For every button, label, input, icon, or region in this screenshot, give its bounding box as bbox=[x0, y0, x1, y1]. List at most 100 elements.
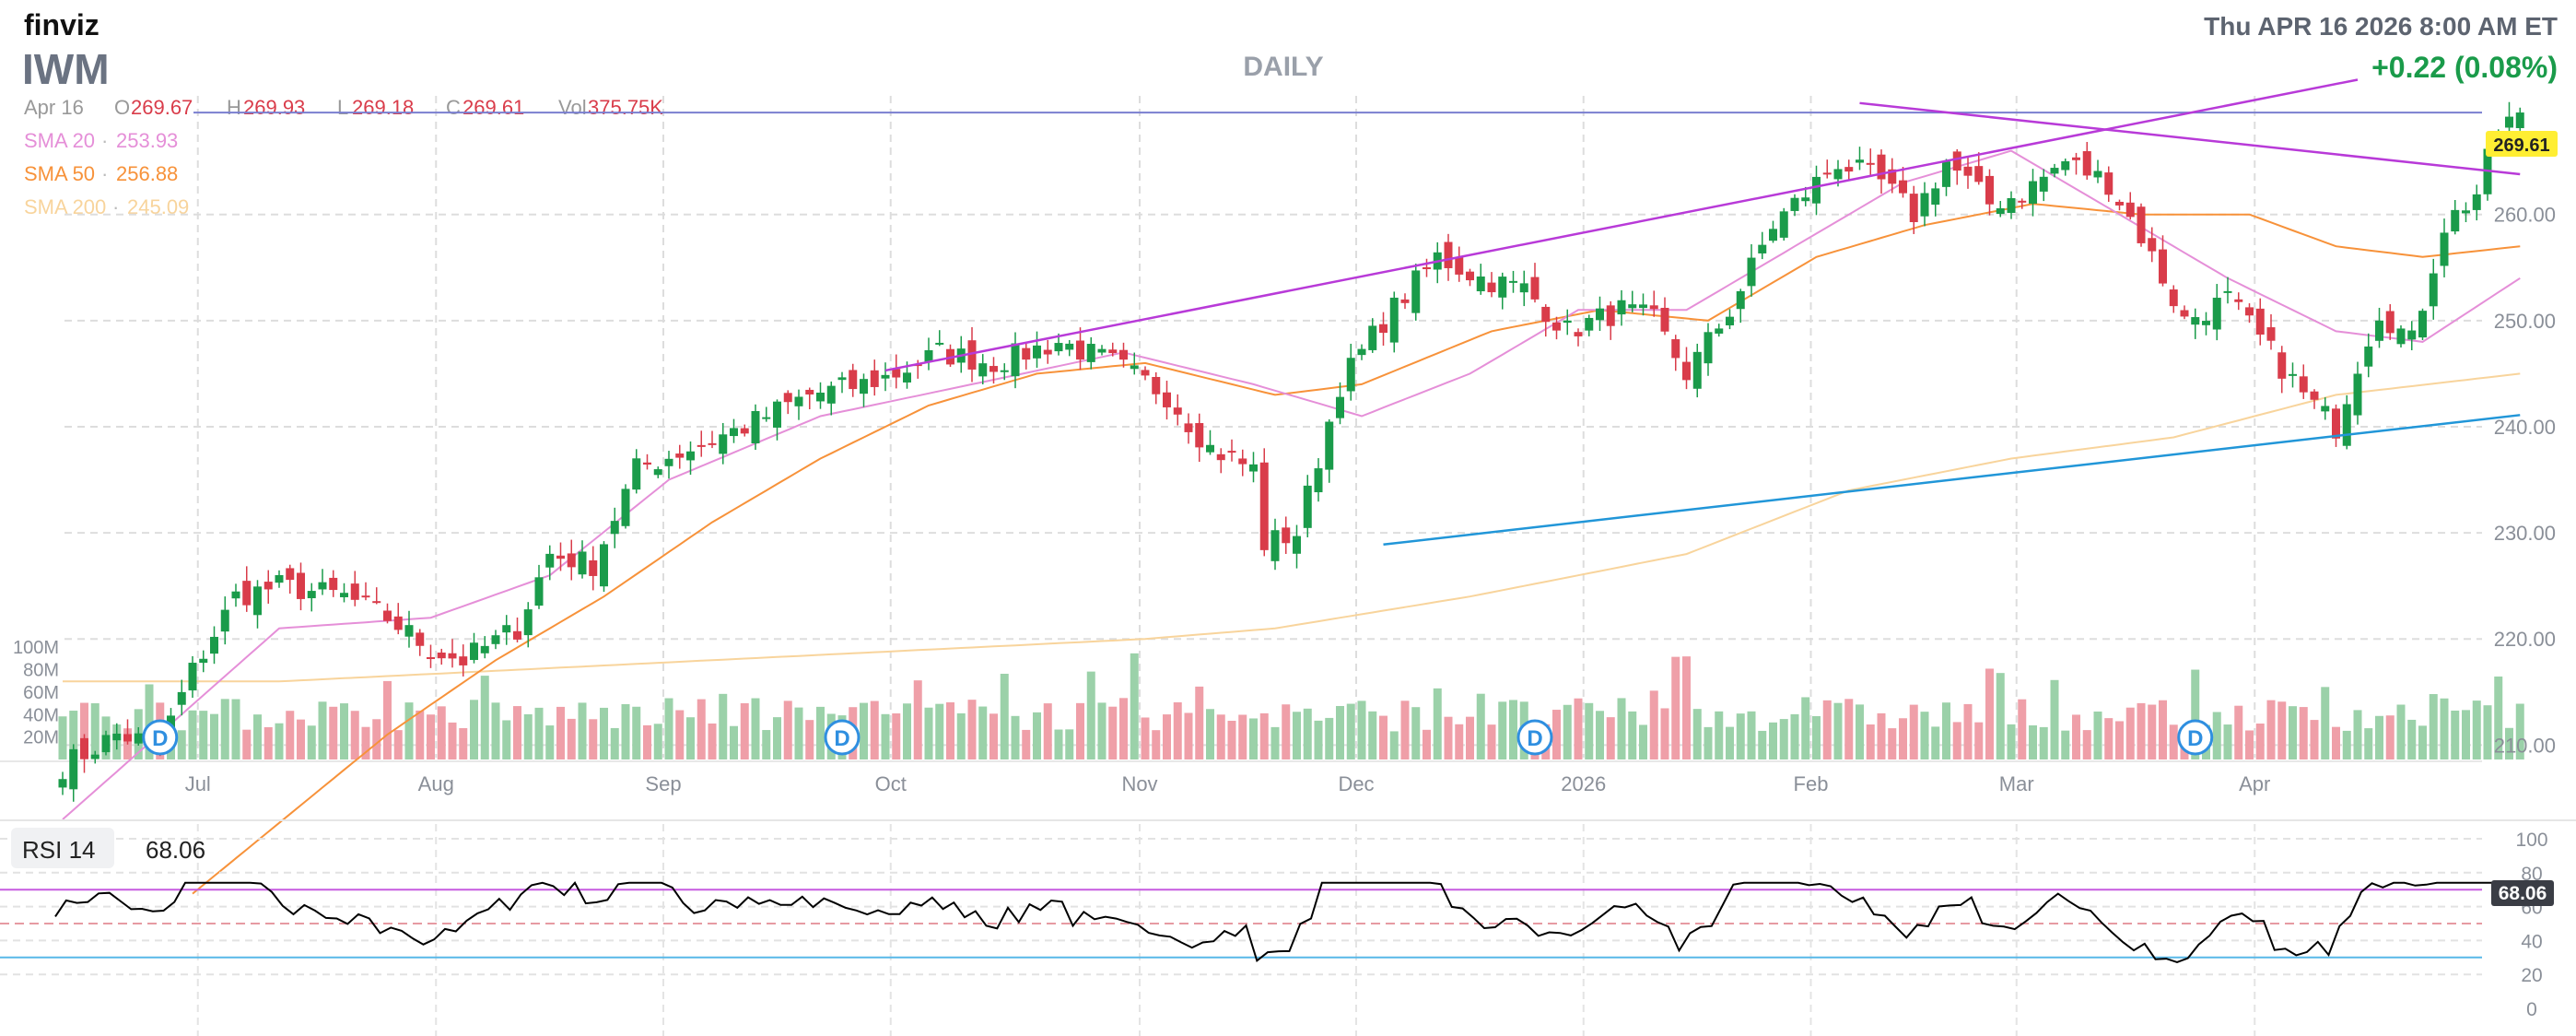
volume-bar bbox=[1152, 730, 1161, 759]
price-tick-label: 210.00 bbox=[2494, 734, 2556, 757]
volume-bar bbox=[2137, 702, 2146, 759]
candle-body bbox=[2115, 201, 2124, 206]
candle-body bbox=[534, 577, 544, 606]
dividend-marker[interactable] bbox=[824, 719, 861, 756]
volume-bar bbox=[199, 711, 208, 759]
volume-bar bbox=[1184, 712, 1193, 759]
candle-body bbox=[1022, 347, 1031, 360]
volume-bar bbox=[1011, 715, 1020, 759]
candle-body bbox=[1282, 527, 1291, 544]
rsi-label[interactable]: RSI 14 bbox=[22, 836, 96, 864]
candle-body bbox=[1541, 306, 1551, 323]
candle-body bbox=[1996, 207, 2005, 215]
finviz-logo[interactable]: finviz bbox=[24, 8, 100, 41]
candle-body bbox=[697, 444, 706, 447]
candle-body bbox=[1790, 197, 1799, 211]
sma50-label[interactable]: SMA 50 bbox=[24, 162, 95, 185]
candle-body bbox=[1216, 453, 1225, 461]
volume-bar bbox=[621, 703, 630, 759]
volume-bar bbox=[2072, 714, 2080, 759]
volume-bar bbox=[2364, 728, 2373, 759]
candle-body bbox=[2364, 346, 2373, 367]
month-label: Nov bbox=[1121, 772, 1157, 795]
candle-body bbox=[101, 735, 111, 753]
volume-bar bbox=[2299, 707, 2308, 759]
candle-body bbox=[2039, 176, 2048, 192]
volume-bar bbox=[534, 707, 544, 759]
volume-bar bbox=[730, 725, 738, 759]
volume-bar bbox=[2223, 724, 2232, 759]
ascending-support-trendline[interactable] bbox=[1383, 414, 2521, 547]
candle-body bbox=[329, 577, 338, 591]
candle-body bbox=[2277, 352, 2287, 379]
candle-body bbox=[1985, 175, 1994, 205]
low-value: 269.18 bbox=[352, 96, 414, 119]
candle-body bbox=[719, 434, 728, 454]
dividend-marker-label: D bbox=[1527, 726, 1542, 751]
volume-bar bbox=[1736, 713, 1745, 759]
candle-body bbox=[318, 582, 327, 590]
volume-bar bbox=[2169, 724, 2178, 759]
volume-bar bbox=[404, 702, 414, 759]
volume-bar bbox=[1682, 656, 1691, 759]
volume-bar bbox=[145, 684, 154, 759]
dividend-marker[interactable] bbox=[2177, 719, 2214, 756]
volume-bar bbox=[924, 707, 933, 759]
volume-bar bbox=[740, 702, 749, 759]
volume-bar bbox=[1888, 728, 1897, 759]
volume-bar bbox=[2029, 724, 2037, 759]
candle-body bbox=[1195, 423, 1204, 448]
candle-body bbox=[978, 363, 988, 377]
rsi-tick-label: 20 bbox=[2521, 965, 2542, 986]
price-tick-label: 250.00 bbox=[2494, 310, 2556, 333]
volume-bar bbox=[697, 699, 706, 759]
candle-body bbox=[1141, 370, 1150, 376]
volume-bar bbox=[502, 720, 511, 759]
volume-bar bbox=[1758, 730, 1767, 759]
volume-bar bbox=[978, 706, 988, 759]
candle-body bbox=[2310, 391, 2319, 400]
month-label: 2026 bbox=[1561, 772, 1606, 795]
dividend-marker[interactable] bbox=[142, 719, 179, 756]
volume-bar bbox=[2396, 704, 2406, 759]
volume-bar bbox=[2440, 698, 2449, 759]
candle-body bbox=[177, 691, 186, 705]
timeframe-label[interactable]: DAILY bbox=[1243, 52, 1323, 82]
volume-bar bbox=[719, 693, 728, 759]
volume-bar bbox=[1043, 703, 1052, 759]
volume-bar bbox=[773, 717, 781, 759]
volume-value: 375.75K bbox=[588, 96, 663, 119]
candle-body bbox=[1238, 458, 1247, 465]
sma20-label[interactable]: SMA 20 bbox=[24, 129, 95, 152]
candle-body bbox=[1715, 328, 1724, 334]
trendlines[interactable] bbox=[884, 78, 2521, 547]
volume-bar bbox=[2007, 724, 2016, 759]
candle-body bbox=[263, 582, 273, 590]
candle-body bbox=[1314, 468, 1323, 493]
descending-resistance-trendline[interactable] bbox=[1859, 101, 2521, 176]
candle-body bbox=[730, 428, 738, 437]
dividend-marker[interactable] bbox=[1516, 719, 1553, 756]
candle-body bbox=[1498, 277, 1507, 298]
upper-channel-trendline[interactable] bbox=[884, 78, 2359, 372]
candle-body bbox=[589, 559, 598, 576]
volume-bar bbox=[1747, 711, 1756, 759]
month-label: Feb bbox=[1794, 772, 1829, 795]
rsi-label-box[interactable] bbox=[11, 828, 114, 868]
volume-bar bbox=[80, 702, 88, 759]
volume-bar bbox=[1293, 712, 1301, 759]
candle-body bbox=[762, 417, 771, 419]
volume-bar bbox=[361, 726, 370, 759]
candle-body bbox=[2462, 210, 2470, 214]
candle-body bbox=[1682, 361, 1691, 381]
volume-bar bbox=[1899, 718, 1907, 759]
candle-body bbox=[2472, 194, 2481, 210]
volume-bar bbox=[372, 719, 381, 759]
candle-body bbox=[1899, 180, 1907, 194]
volume-bar bbox=[286, 711, 295, 759]
sma200-separator: · bbox=[112, 195, 119, 218]
volume-bar bbox=[1844, 699, 1854, 759]
